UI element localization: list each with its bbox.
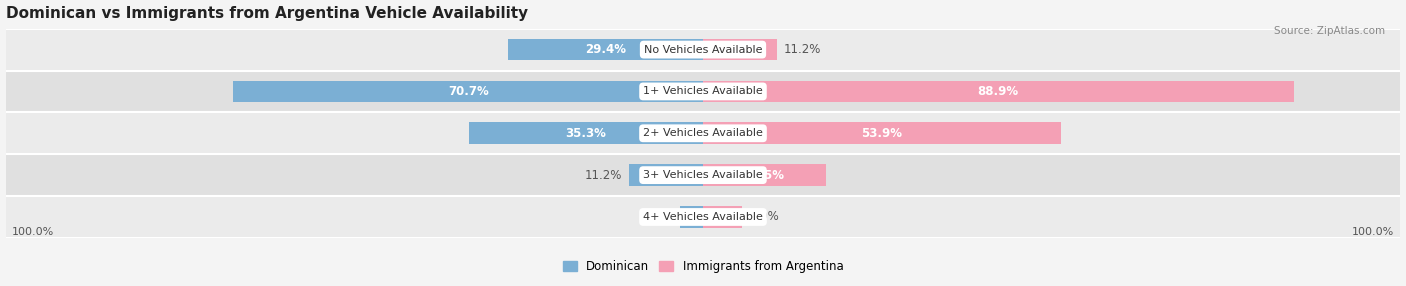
Bar [628,164,703,186]
Bar [6,154,1400,196]
Text: 11.2%: 11.2% [585,169,621,182]
Text: 35.3%: 35.3% [565,127,606,140]
Text: 100.0%: 100.0% [13,227,55,237]
Bar [679,206,703,228]
Text: 53.9%: 53.9% [862,127,903,140]
Bar [703,81,1294,102]
Bar [703,122,1062,144]
Text: No Vehicles Available: No Vehicles Available [644,45,762,55]
Bar [6,29,1400,71]
Bar [703,206,742,228]
Text: Source: ZipAtlas.com: Source: ZipAtlas.com [1274,26,1385,36]
Text: 11.2%: 11.2% [785,43,821,56]
Legend: Dominican, Immigrants from Argentina: Dominican, Immigrants from Argentina [558,256,848,278]
Bar [508,39,703,60]
Text: 5.9%: 5.9% [749,210,779,223]
Bar [468,122,703,144]
Text: 70.7%: 70.7% [449,85,488,98]
Bar [703,39,778,60]
Text: 100.0%: 100.0% [1351,227,1393,237]
Bar [6,112,1400,154]
Bar [233,81,703,102]
Text: 2+ Vehicles Available: 2+ Vehicles Available [643,128,763,138]
Bar [6,196,1400,238]
Text: 18.5%: 18.5% [744,169,785,182]
Text: 1+ Vehicles Available: 1+ Vehicles Available [643,86,763,96]
Text: 3+ Vehicles Available: 3+ Vehicles Available [643,170,763,180]
Text: 3.5%: 3.5% [644,210,673,223]
Text: 88.9%: 88.9% [977,85,1019,98]
Bar [6,71,1400,112]
Text: 29.4%: 29.4% [585,43,626,56]
Text: 4+ Vehicles Available: 4+ Vehicles Available [643,212,763,222]
Text: Dominican vs Immigrants from Argentina Vehicle Availability: Dominican vs Immigrants from Argentina V… [6,5,527,21]
Bar [703,164,825,186]
